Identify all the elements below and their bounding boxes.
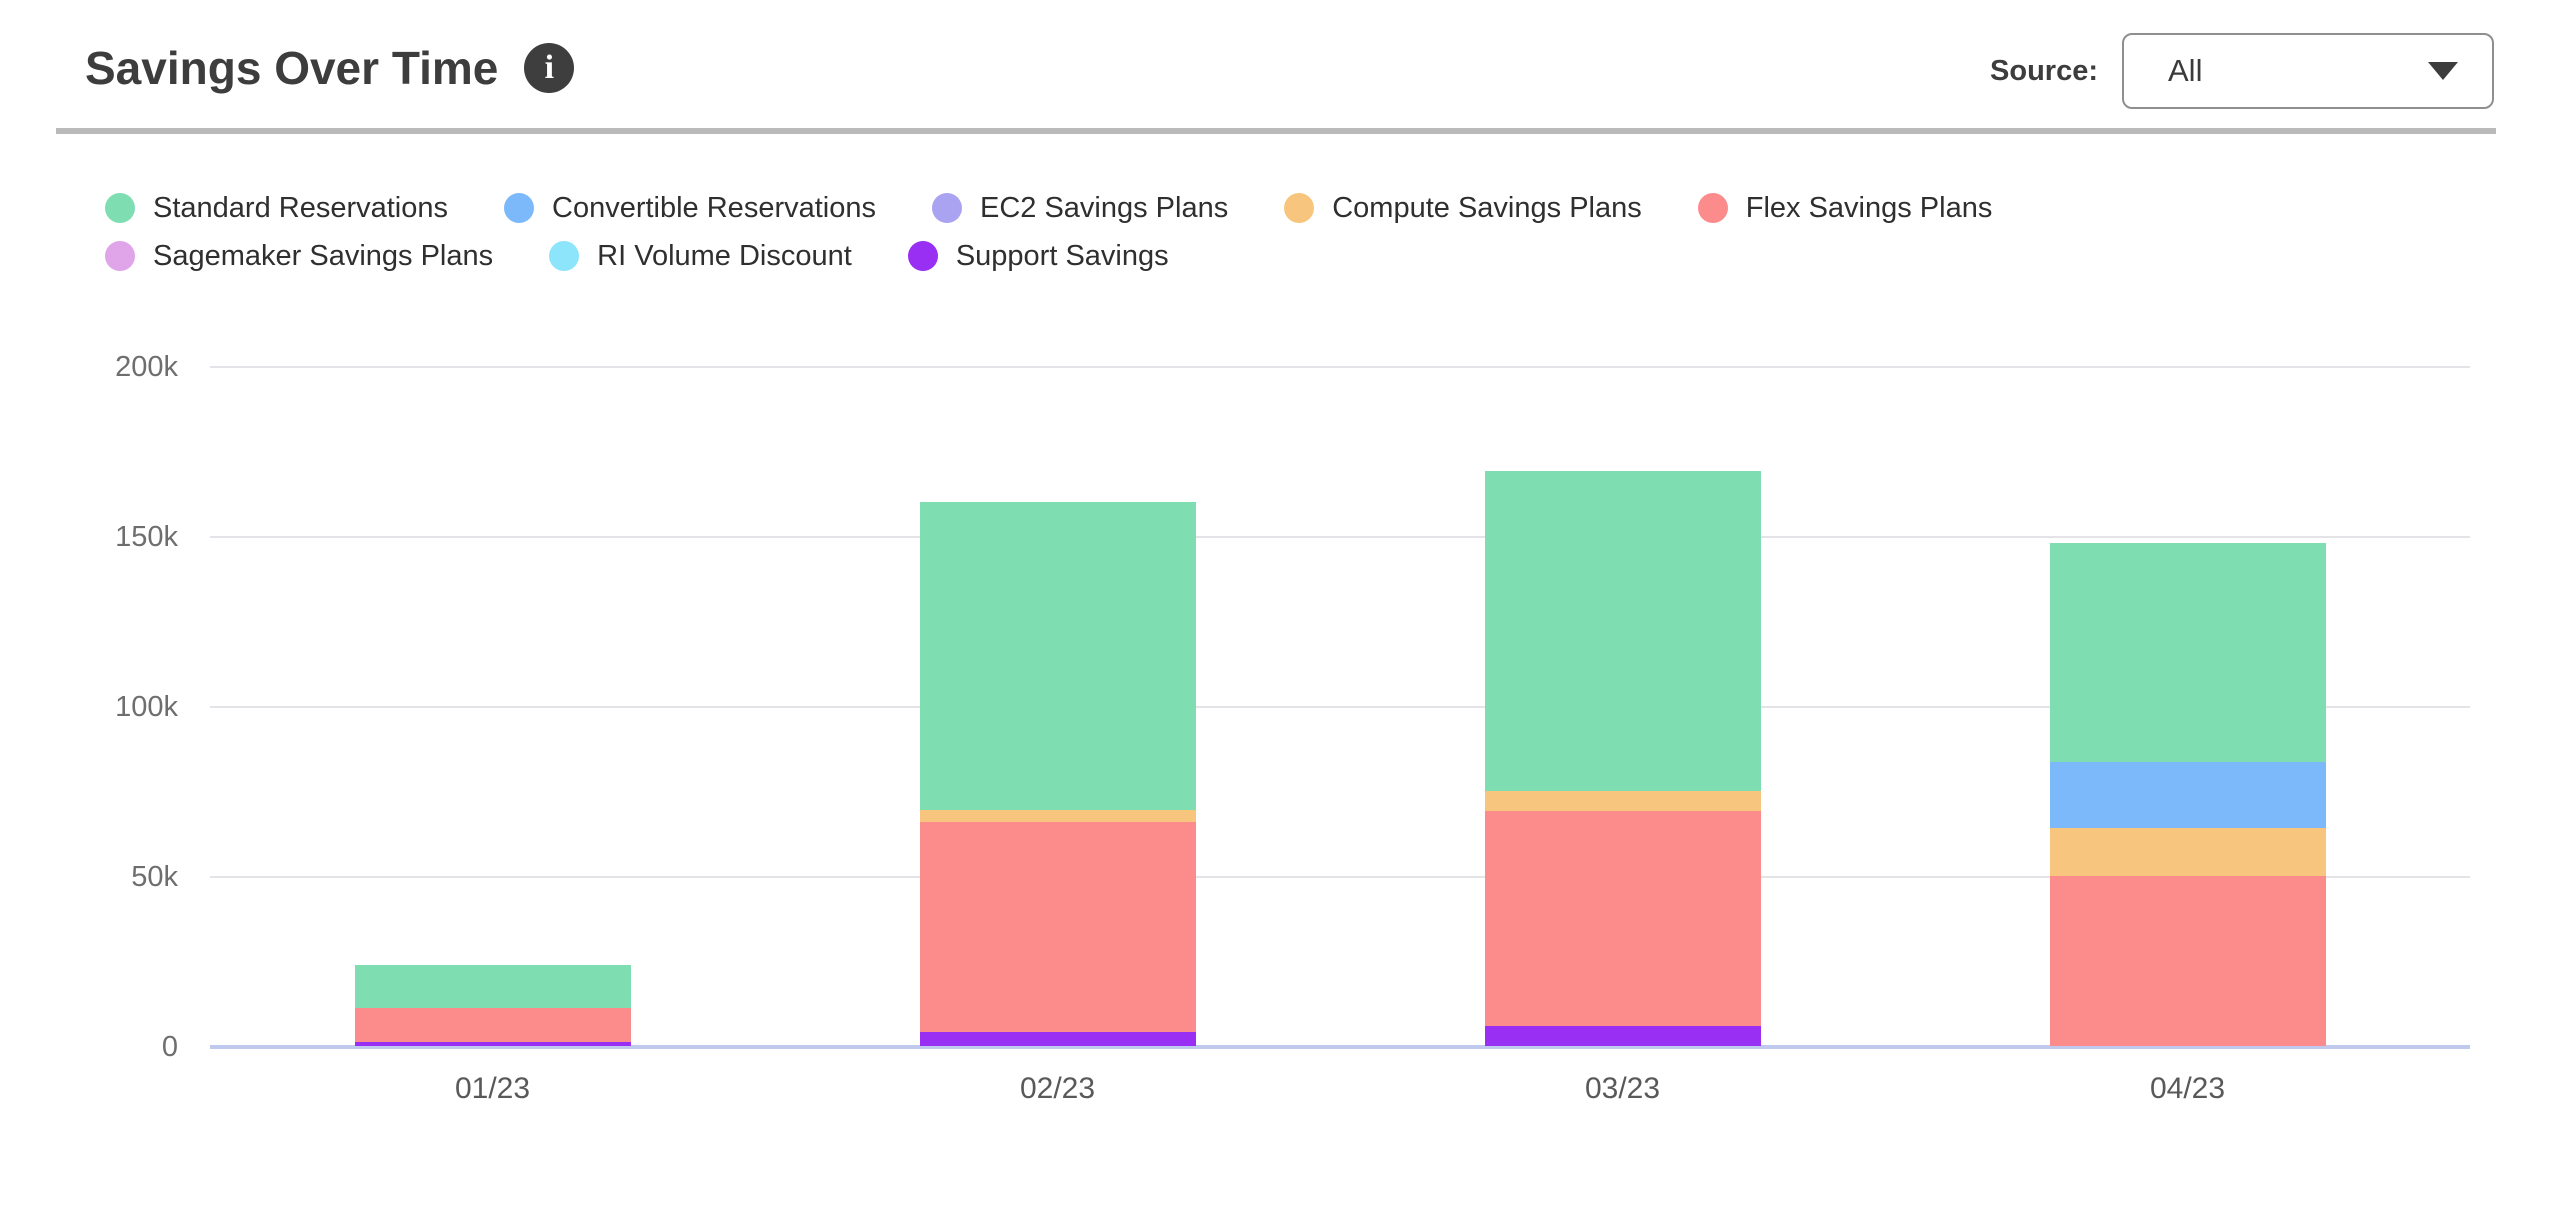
- legend-label: Support Savings: [955, 239, 1169, 272]
- info-icon[interactable]: i: [524, 43, 575, 93]
- x-axis-line: [210, 1045, 2470, 1049]
- legend-dot-icon: [504, 193, 534, 223]
- bar-segment-support-savings[interactable]: [354, 1041, 631, 1046]
- x-axis-label: 01/23: [454, 1072, 531, 1105]
- bar-segment-standard-reservations[interactable]: [354, 965, 631, 1008]
- legend-dot-icon: [907, 241, 938, 271]
- bar-segment-flex-savings-plans[interactable]: [919, 821, 1196, 1033]
- gridline: [210, 536, 2470, 538]
- legend-dot-icon: [549, 241, 580, 271]
- chevron-down-icon: [2428, 62, 2458, 80]
- legend-dot-icon: [1697, 193, 1728, 223]
- bar-segment-compute-savings-plans[interactable]: [919, 809, 1196, 822]
- bar-segment-compute-savings-plans[interactable]: [2049, 828, 2326, 876]
- legend-label: Flex Savings Plans: [1745, 191, 1993, 224]
- bar-segment-support-savings[interactable]: [1484, 1025, 1761, 1046]
- legend-item[interactable]: Standard Reservations: [105, 192, 448, 224]
- card-header: Savings Over Time i: [85, 38, 575, 98]
- legend-dot-icon: [931, 193, 962, 223]
- gridline: [210, 366, 2470, 368]
- legend-item[interactable]: EC2 Savings Plans: [931, 191, 1229, 224]
- legend-dot-icon: [105, 193, 135, 223]
- bar-segment-flex-savings-plans[interactable]: [354, 1007, 631, 1042]
- legend-item[interactable]: Convertible Reservations: [504, 192, 876, 224]
- legend-dot-icon: [105, 241, 135, 271]
- y-axis-label: 50k: [131, 861, 178, 893]
- page-title: Savings Over Time: [85, 42, 499, 94]
- legend-item[interactable]: Sagemaker Savings Plans: [105, 240, 493, 272]
- bar-segment-flex-savings-plans[interactable]: [1484, 811, 1761, 1026]
- legend-label: Convertible Reservations: [552, 191, 876, 224]
- y-axis-label: 200k: [115, 351, 178, 383]
- legend-label: EC2 Savings Plans: [979, 191, 1229, 224]
- chart-legend: Standard Reservations Convertible Reserva…: [105, 192, 2045, 272]
- bar-segment-standard-reservations[interactable]: [919, 502, 1196, 810]
- bar-segment-support-savings[interactable]: [919, 1032, 1196, 1046]
- header-divider: [56, 128, 2496, 134]
- source-control: Source: All: [1990, 33, 2494, 109]
- gridline: [210, 706, 2470, 708]
- bar-segment-convertible-reservations[interactable]: [2049, 762, 2326, 829]
- source-label: Source:: [1990, 54, 2098, 87]
- bar-segment-standard-reservations[interactable]: [1484, 471, 1761, 791]
- legend-label: Compute Savings Plans: [1332, 191, 1642, 224]
- x-axis-label: 02/23: [1019, 1072, 1096, 1105]
- legend-label: Standard Reservations: [153, 191, 448, 224]
- legend-item[interactable]: Compute Savings Plans: [1284, 192, 1642, 224]
- gridline: [210, 876, 2470, 878]
- legend-label: Sagemaker Savings Plans: [153, 239, 494, 272]
- legend-item[interactable]: Support Savings: [907, 239, 1169, 272]
- y-axis-label: 100k: [115, 691, 178, 723]
- legend-label: RI Volume Discount: [597, 239, 852, 272]
- y-axis-label: 150k: [115, 521, 178, 553]
- legend-dot-icon: [1284, 193, 1315, 223]
- legend-item[interactable]: RI Volume Discount: [549, 240, 852, 272]
- bar-segment-flex-savings-plans[interactable]: [2049, 876, 2326, 1046]
- x-axis-label: 04/23: [2149, 1072, 2226, 1105]
- bar-segment-standard-reservations[interactable]: [2049, 542, 2326, 763]
- legend-item[interactable]: Flex Savings Plans: [1697, 191, 1993, 224]
- x-axis-label: 03/23: [1584, 1072, 1661, 1105]
- source-dropdown-value: All: [2168, 53, 2203, 88]
- y-axis-label: 0: [161, 1031, 178, 1063]
- bar-segment-compute-savings-plans[interactable]: [1484, 791, 1761, 812]
- source-dropdown[interactable]: All: [2122, 33, 2494, 109]
